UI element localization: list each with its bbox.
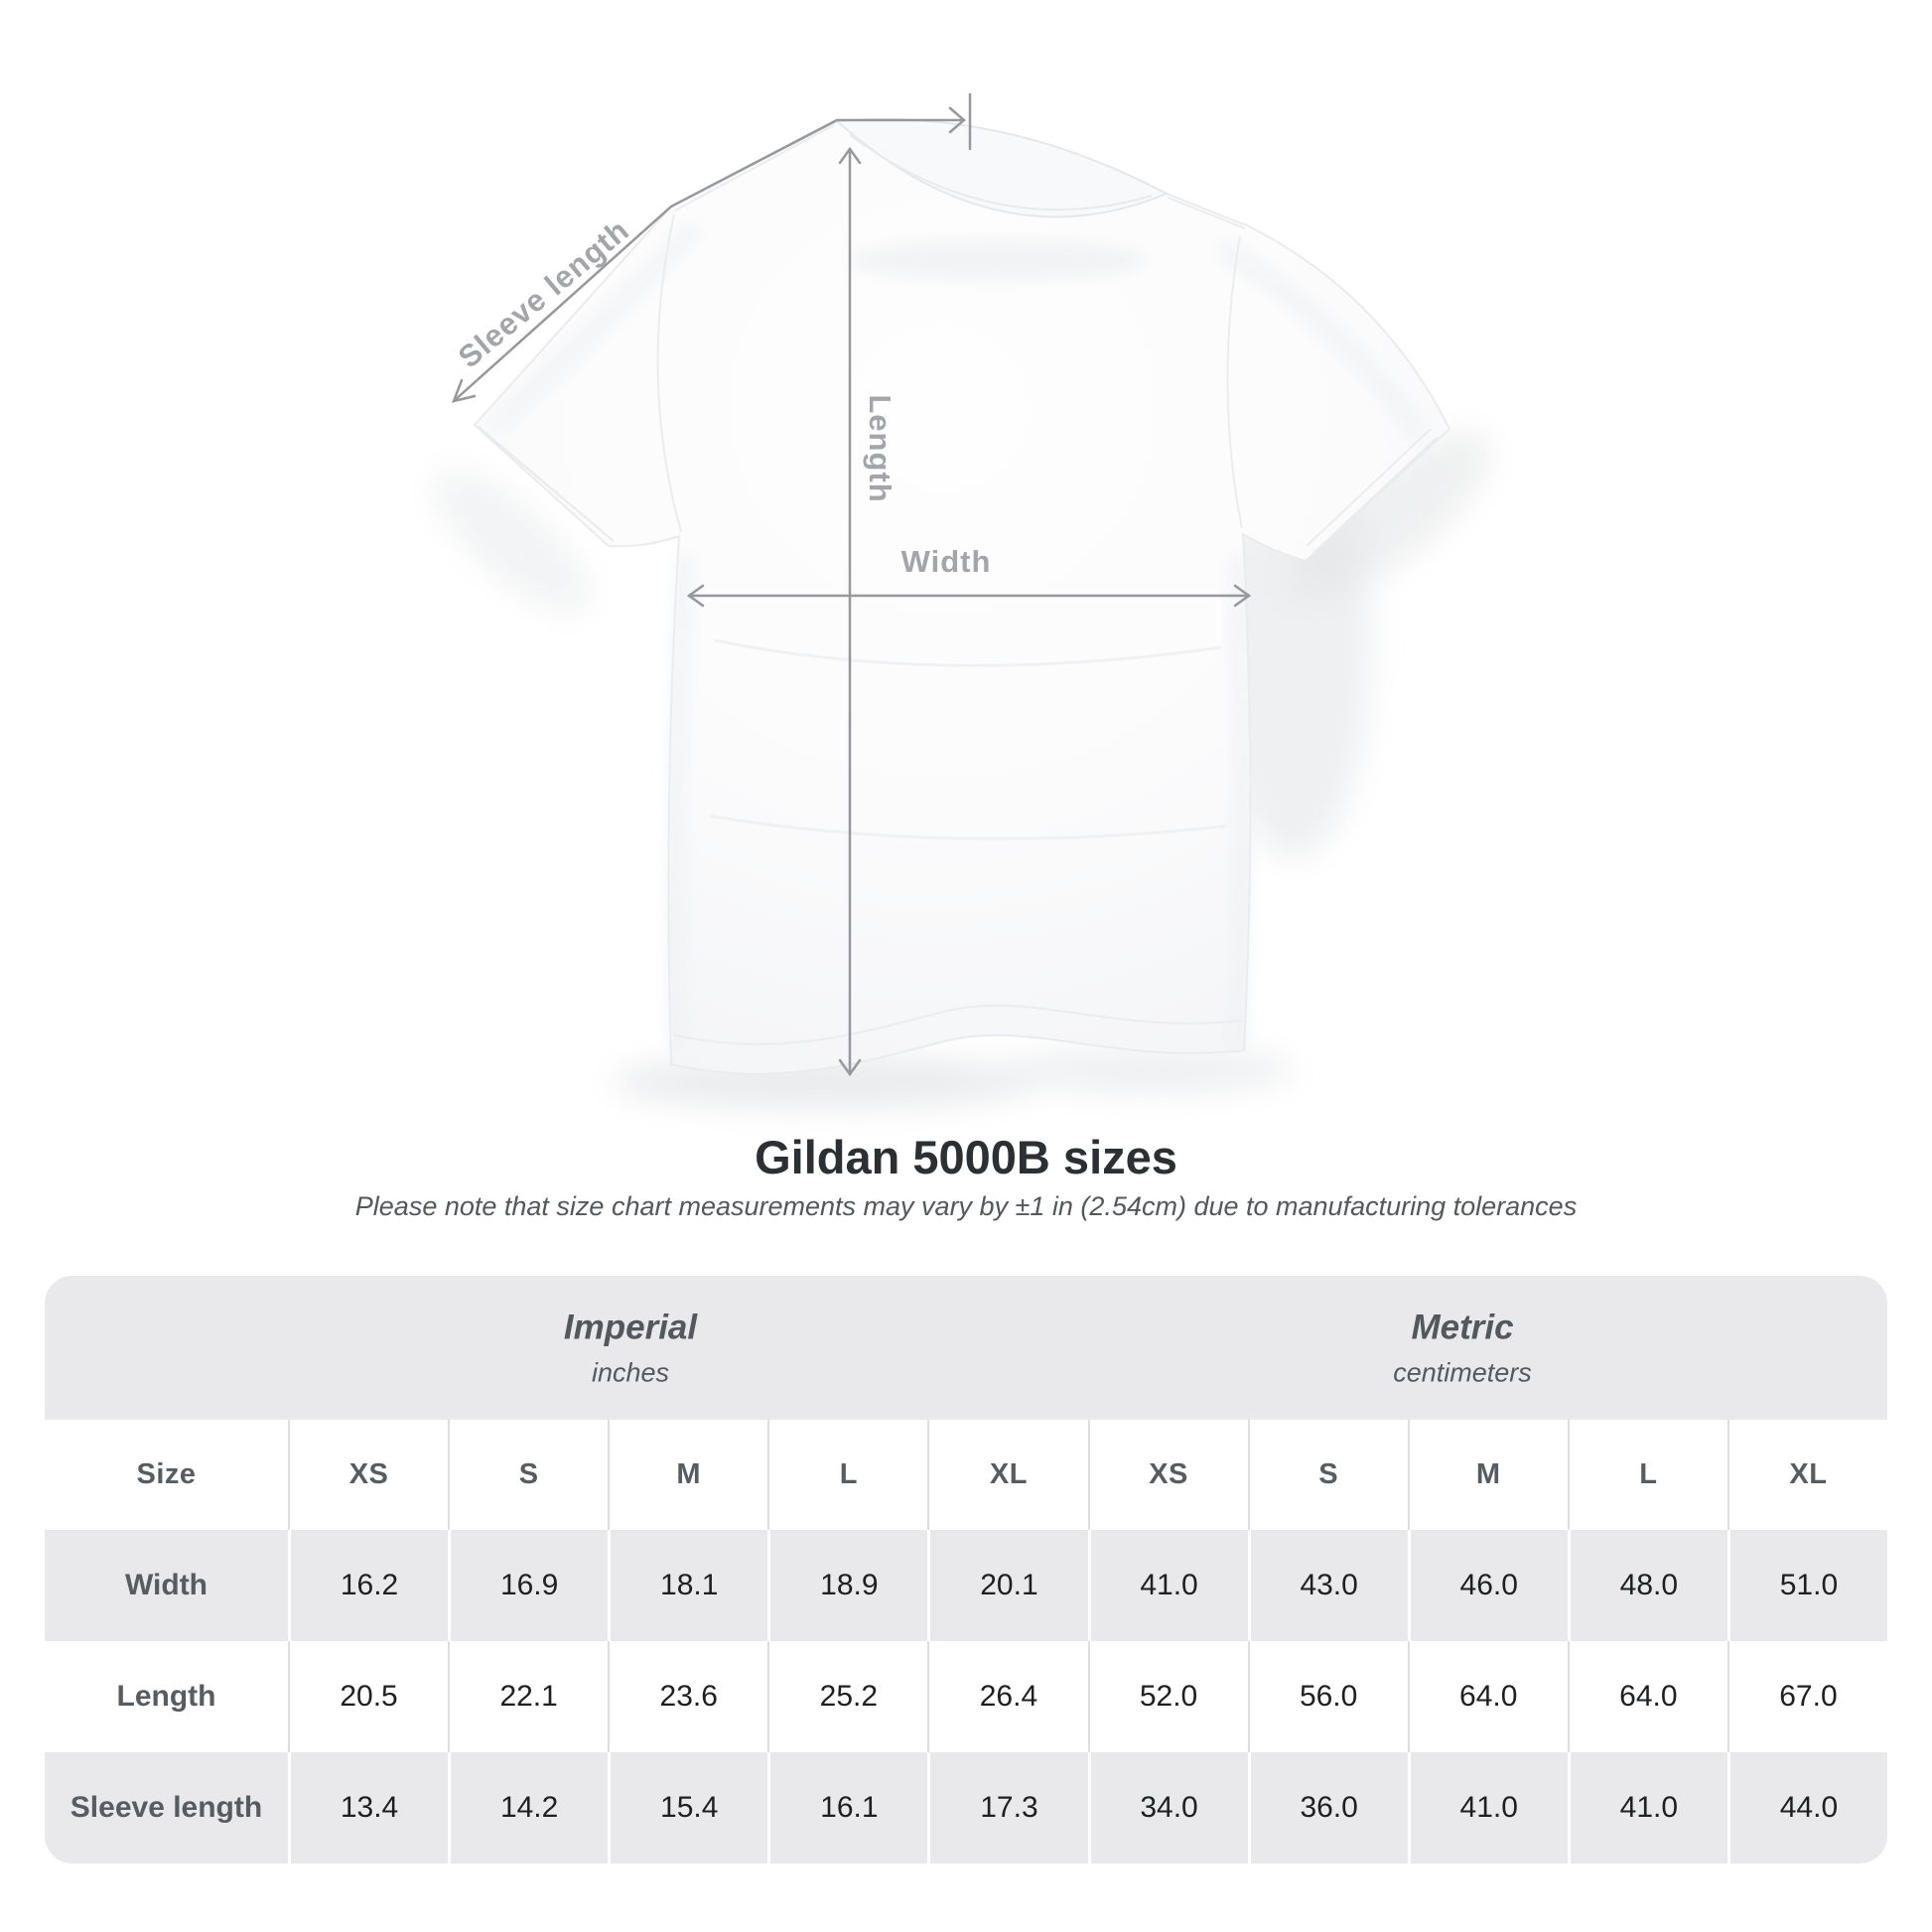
size-header-metric-m: M bbox=[1407, 1420, 1568, 1530]
tshirt-diagram: Sleeve length Length Width bbox=[433, 92, 1490, 1108]
metric-unit-label: centimeters bbox=[1393, 1357, 1532, 1387]
width-imperial-xs: 16.2 bbox=[288, 1530, 448, 1641]
sleeve-length-dimension bbox=[451, 92, 972, 403]
size-header-metric-l: L bbox=[1567, 1420, 1727, 1530]
width-metric-xl: 51.0 bbox=[1726, 1530, 1887, 1641]
size-header-imperial-l: L bbox=[767, 1420, 927, 1530]
sleeve-metric-m: 41.0 bbox=[1407, 1752, 1568, 1863]
size-header-row: Size XS S M L XL XS S M L XL bbox=[45, 1420, 1887, 1530]
collar bbox=[834, 118, 1170, 218]
sleeve-metric-xs: 34.0 bbox=[1087, 1752, 1248, 1863]
imperial-label: Imperial bbox=[563, 1308, 698, 1346]
length-imperial-m: 23.6 bbox=[608, 1641, 767, 1752]
size-table: Imperial inches Metric centimeters Size … bbox=[45, 1276, 1887, 1863]
imperial-unit-label: inches bbox=[591, 1357, 670, 1387]
length-metric-l: 64.0 bbox=[1567, 1641, 1727, 1752]
tshirt-illustration bbox=[433, 92, 1490, 1108]
size-header-imperial-s: S bbox=[448, 1420, 608, 1530]
imperial-unit-group: Imperial inches bbox=[564, 1308, 697, 1388]
width-metric-m: 46.0 bbox=[1407, 1530, 1568, 1641]
width-row-label: Width bbox=[124, 1569, 208, 1601]
page-title: Gildan 5000B sizes bbox=[755, 1131, 1177, 1183]
width-dimension-label: Width bbox=[900, 544, 992, 579]
length-imperial-l: 25.2 bbox=[767, 1641, 927, 1752]
width-row: Width 16.2 16.9 18.1 18.9 20.1 41.0 43.0… bbox=[45, 1530, 1887, 1641]
tolerance-note: Please note that size chart measurements… bbox=[354, 1191, 1578, 1221]
width-imperial-s: 16.9 bbox=[448, 1530, 608, 1641]
size-header-metric-xl: XL bbox=[1726, 1420, 1887, 1530]
unit-header-band: Imperial inches Metric centimeters bbox=[45, 1276, 1887, 1420]
width-metric-l: 48.0 bbox=[1567, 1530, 1727, 1641]
length-dimension bbox=[838, 146, 862, 1077]
length-imperial-xs: 20.5 bbox=[288, 1641, 448, 1752]
size-column-header: Size bbox=[136, 1458, 197, 1490]
length-metric-xs: 52.0 bbox=[1087, 1641, 1248, 1752]
sleeve-length-row: Sleeve length 13.4 14.2 15.4 16.1 17.3 3… bbox=[45, 1752, 1887, 1863]
length-imperial-s: 22.1 bbox=[448, 1641, 608, 1752]
metric-label: Metric bbox=[1411, 1308, 1514, 1346]
length-metric-xl: 67.0 bbox=[1726, 1641, 1887, 1752]
sleeve-metric-xl: 44.0 bbox=[1726, 1752, 1887, 1863]
length-dimension-label: Length bbox=[863, 394, 897, 503]
width-dimension bbox=[686, 584, 1252, 608]
size-header-metric-s: S bbox=[1247, 1420, 1408, 1530]
sleeve-length-row-label: Sleeve length bbox=[69, 1791, 263, 1824]
length-row-label: Length bbox=[116, 1680, 216, 1713]
length-metric-m: 64.0 bbox=[1407, 1641, 1568, 1752]
size-header-imperial-xs: XS bbox=[288, 1420, 448, 1530]
sleeve-imperial-xl: 17.3 bbox=[927, 1752, 1087, 1863]
size-header-metric-xs: XS bbox=[1087, 1420, 1248, 1530]
sleeve-imperial-xs: 13.4 bbox=[288, 1752, 448, 1863]
width-imperial-xl: 20.1 bbox=[927, 1530, 1087, 1641]
size-header-imperial-xl: XL bbox=[927, 1420, 1087, 1530]
width-metric-xs: 41.0 bbox=[1087, 1530, 1248, 1641]
sleeve-imperial-m: 15.4 bbox=[608, 1752, 767, 1863]
width-imperial-l: 18.9 bbox=[767, 1530, 927, 1641]
size-header-imperial-m: M bbox=[608, 1420, 767, 1530]
sleeve-imperial-l: 16.1 bbox=[767, 1752, 927, 1863]
dimension-lines bbox=[451, 92, 1252, 1077]
seam-lines bbox=[477, 124, 1439, 1045]
length-row: Length 20.5 22.1 23.6 25.2 26.4 52.0 56.… bbox=[45, 1641, 1887, 1752]
metric-unit-group: Metric centimeters bbox=[1393, 1308, 1532, 1388]
sleeve-metric-l: 41.0 bbox=[1567, 1752, 1727, 1863]
sleeve-metric-s: 36.0 bbox=[1247, 1752, 1408, 1863]
fabric-shading bbox=[490, 222, 1427, 1043]
width-imperial-m: 18.1 bbox=[608, 1530, 767, 1641]
length-imperial-xl: 26.4 bbox=[927, 1641, 1087, 1752]
tshirt-body bbox=[473, 118, 1451, 1075]
length-metric-s: 56.0 bbox=[1247, 1641, 1408, 1752]
width-metric-s: 43.0 bbox=[1247, 1530, 1408, 1641]
sleeve-imperial-s: 14.2 bbox=[448, 1752, 608, 1863]
